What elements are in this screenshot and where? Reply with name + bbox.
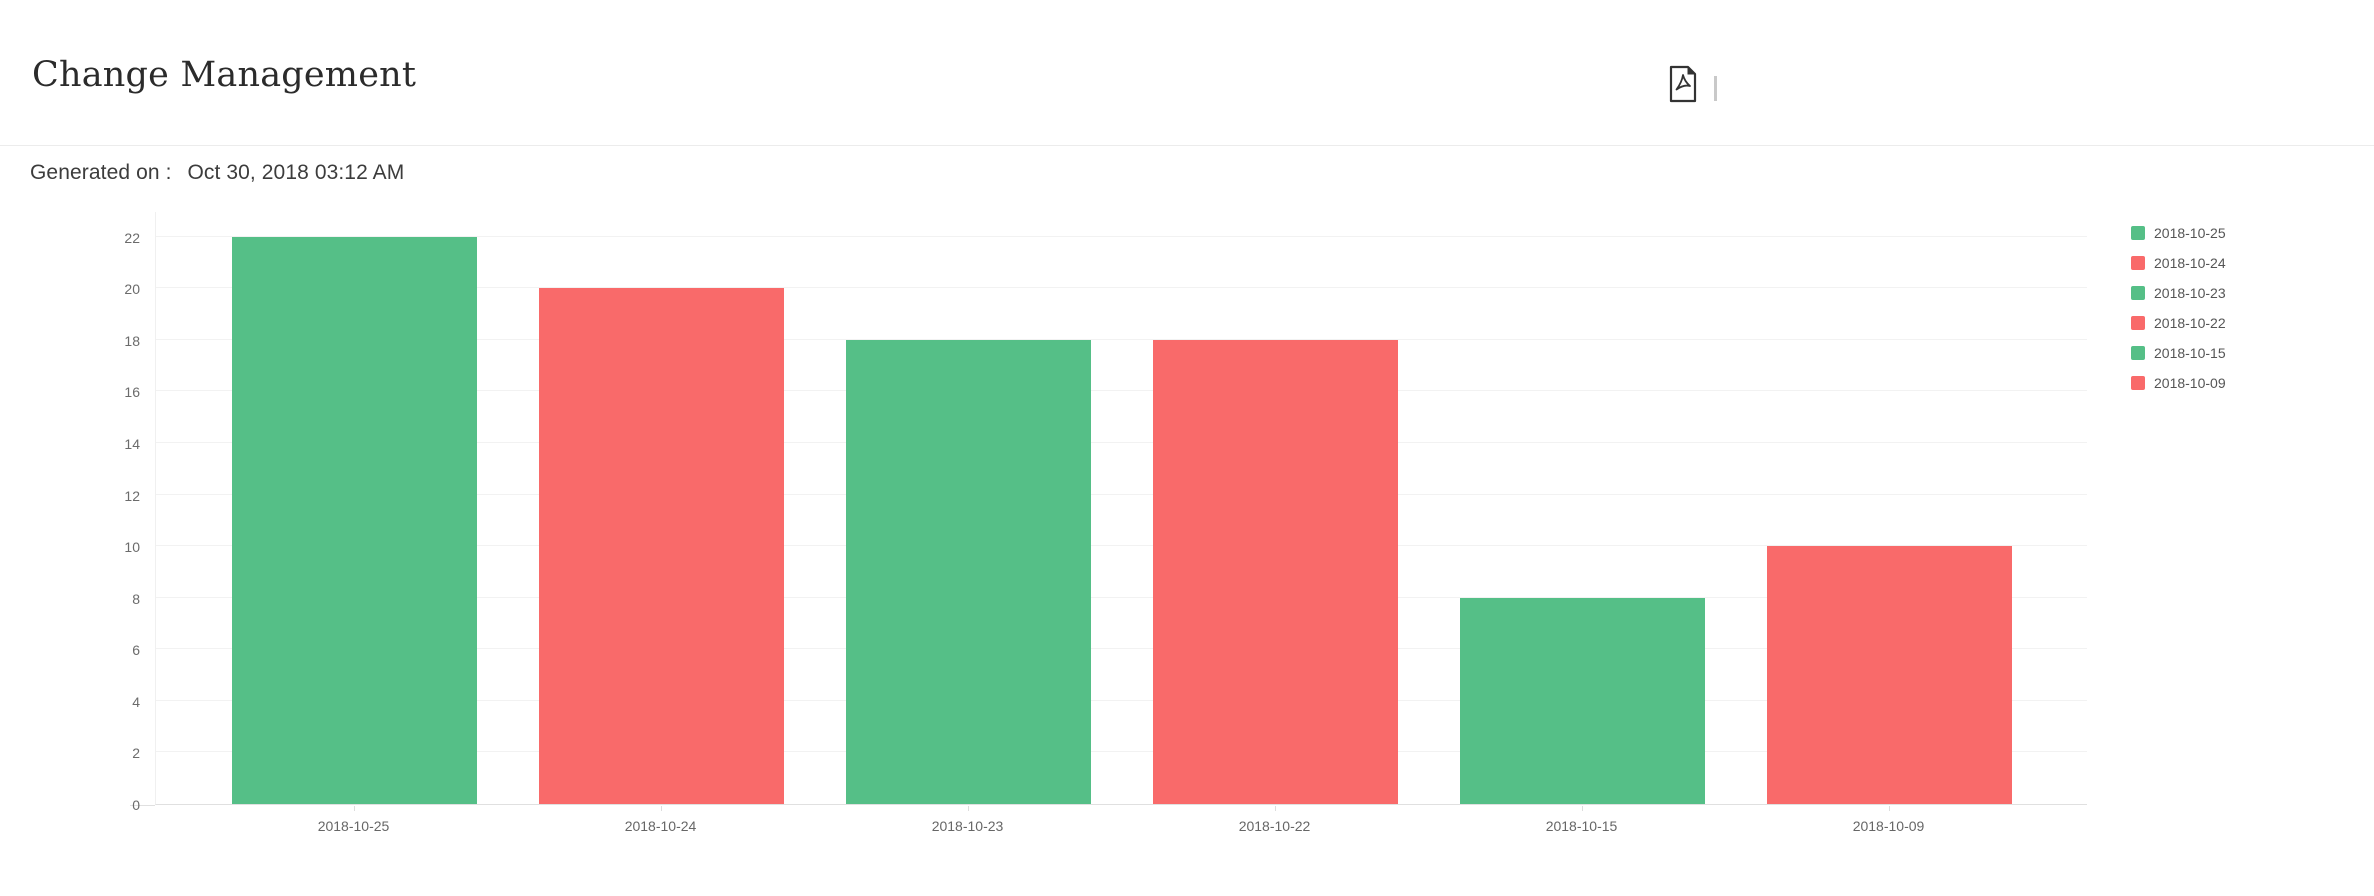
legend-label: 2018-10-23 [2154, 285, 2226, 301]
y-axis-label: 10 [124, 539, 140, 556]
bar[interactable] [1459, 597, 1706, 804]
page-title: Change Management [32, 55, 417, 95]
x-axis-tick [660, 806, 662, 811]
x-axis-label: 2018-10-15 [1545, 818, 1618, 834]
generated-on-label: Generated on : [30, 161, 172, 184]
gridline [156, 545, 2087, 547]
x-axis-tick [1274, 806, 1276, 811]
legend-label: 2018-10-22 [2154, 315, 2226, 331]
legend-item[interactable]: 2018-10-23 [2131, 278, 2226, 308]
legend-item[interactable]: 2018-10-22 [2131, 308, 2226, 338]
gridline [156, 648, 2087, 650]
gridline [156, 235, 2087, 237]
x-axis-tick [1581, 806, 1583, 811]
y-axis-label: 16 [124, 384, 140, 401]
gridline [156, 699, 2087, 701]
legend-label: 2018-10-15 [2154, 345, 2226, 361]
legend-swatch-icon [2131, 286, 2145, 300]
x-axis-label: 2018-10-25 [317, 818, 390, 834]
x-axis-label: 2018-10-24 [624, 818, 697, 834]
y-axis-label: 0 [132, 797, 140, 813]
y-axis-label: 14 [124, 436, 140, 453]
y-axis-label: 8 [132, 590, 140, 607]
legend-item[interactable]: 2018-10-15 [2131, 338, 2226, 368]
gridline [156, 493, 2087, 495]
legend-label: 2018-10-09 [2154, 375, 2226, 391]
y-axis-label: 22 [124, 229, 140, 246]
y-axis-label: 4 [132, 693, 140, 710]
x-axis-label: 2018-10-23 [931, 818, 1004, 834]
legend-swatch-icon [2131, 376, 2145, 390]
x-axis-baseline [130, 805, 155, 806]
header-divider [0, 145, 2374, 146]
y-axis-label: 6 [132, 642, 140, 659]
x-axis-label: 2018-10-22 [1238, 818, 1311, 834]
gridline [156, 751, 2087, 753]
y-axis-label: 12 [124, 487, 140, 504]
y-axis-label: 18 [124, 332, 140, 349]
gridline [156, 596, 2087, 598]
x-axis-label: 2018-10-09 [1852, 818, 1925, 834]
toolbar-divider [1714, 76, 1717, 101]
legend-label: 2018-10-25 [2154, 225, 2226, 241]
legend-swatch-icon [2131, 346, 2145, 360]
legend-swatch-icon [2131, 226, 2145, 240]
chart-legend: 2018-10-25 2018-10-24 2018-10-23 2018-10-22… [2131, 218, 2226, 398]
x-axis-tick [967, 806, 969, 811]
gridline [156, 390, 2087, 392]
legend-item[interactable]: 2018-10-24 [2131, 248, 2226, 278]
x-axis-tick [353, 806, 355, 811]
bar[interactable] [1152, 339, 1399, 804]
gridline [156, 338, 2087, 340]
bar[interactable] [231, 236, 478, 804]
legend-swatch-icon [2131, 316, 2145, 330]
legend-item[interactable]: 2018-10-25 [2131, 218, 2226, 248]
bar[interactable] [538, 288, 785, 804]
legend-label: 2018-10-24 [2154, 255, 2226, 271]
y-axis-label: 20 [124, 281, 140, 298]
plot-area [155, 212, 2087, 805]
y-axis-label: 2 [132, 745, 140, 762]
export-pdf-button[interactable] [1662, 62, 1704, 108]
generated-on-line: Generated on : Oct 30, 2018 03:12 AM [30, 161, 404, 185]
bar[interactable] [845, 339, 1092, 804]
x-axis-tick [1888, 806, 1890, 811]
bar[interactable] [1766, 546, 2013, 804]
legend-item[interactable]: 2018-10-09 [2131, 368, 2226, 398]
gridline [156, 442, 2087, 444]
generated-on-value: Oct 30, 2018 03:12 AM [187, 161, 405, 184]
gridline [156, 287, 2087, 289]
pdf-file-icon [1668, 65, 1698, 106]
legend-swatch-icon [2131, 256, 2145, 270]
